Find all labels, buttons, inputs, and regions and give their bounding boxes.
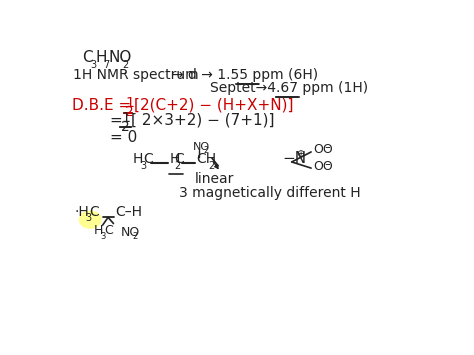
Text: C: C bbox=[144, 153, 154, 166]
Text: ⊕: ⊕ bbox=[296, 148, 304, 159]
Text: 2: 2 bbox=[133, 232, 138, 241]
Text: linear: linear bbox=[195, 172, 234, 186]
Text: C–H: C–H bbox=[115, 205, 142, 219]
Text: [ 2×3+2) − (7+1)]: [ 2×3+2) − (7+1)] bbox=[131, 113, 275, 128]
Text: C: C bbox=[90, 205, 99, 219]
Text: Septet→4.67 ppm (1H): Septet→4.67 ppm (1H) bbox=[210, 81, 368, 95]
Text: NO: NO bbox=[121, 226, 140, 239]
Text: → d → 1.55 ppm (6H): → d → 1.55 ppm (6H) bbox=[172, 68, 318, 82]
Text: H: H bbox=[169, 153, 180, 166]
Text: = 0: = 0 bbox=[109, 130, 137, 145]
Text: 2: 2 bbox=[208, 161, 214, 171]
Text: CH: CH bbox=[196, 153, 217, 166]
Text: C: C bbox=[175, 153, 184, 166]
Text: D.B.E =: D.B.E = bbox=[72, 98, 131, 113]
Text: C: C bbox=[104, 224, 113, 236]
Text: NO: NO bbox=[192, 142, 210, 152]
Text: 1: 1 bbox=[125, 95, 134, 109]
Text: 2: 2 bbox=[175, 161, 181, 171]
Text: 1: 1 bbox=[121, 111, 130, 125]
Text: 3: 3 bbox=[86, 213, 92, 223]
Text: ·H: ·H bbox=[75, 205, 90, 219]
Text: 2: 2 bbox=[125, 105, 134, 119]
Text: H: H bbox=[96, 50, 107, 65]
Ellipse shape bbox=[80, 211, 101, 228]
Text: 2: 2 bbox=[121, 120, 130, 134]
Text: 3: 3 bbox=[140, 161, 146, 171]
Text: OΘ: OΘ bbox=[313, 143, 333, 156]
Text: 3: 3 bbox=[90, 60, 96, 70]
Text: H: H bbox=[133, 153, 143, 166]
Text: NO: NO bbox=[108, 50, 131, 65]
Text: 7: 7 bbox=[103, 60, 109, 70]
Text: C: C bbox=[82, 50, 93, 65]
Text: −N: −N bbox=[283, 152, 307, 166]
Text: OΘ: OΘ bbox=[313, 160, 333, 173]
Text: 3 magnetically different H: 3 magnetically different H bbox=[179, 186, 361, 200]
Text: H: H bbox=[94, 224, 103, 236]
Text: =: = bbox=[109, 113, 122, 128]
Text: 2: 2 bbox=[122, 60, 128, 70]
Text: 3: 3 bbox=[100, 232, 106, 241]
Text: 1H NMR spectrum: 1H NMR spectrum bbox=[73, 68, 199, 82]
Text: [2(C+2) − (H+X+N)]: [2(C+2) − (H+X+N)] bbox=[135, 98, 294, 113]
Text: 2: 2 bbox=[203, 147, 209, 155]
